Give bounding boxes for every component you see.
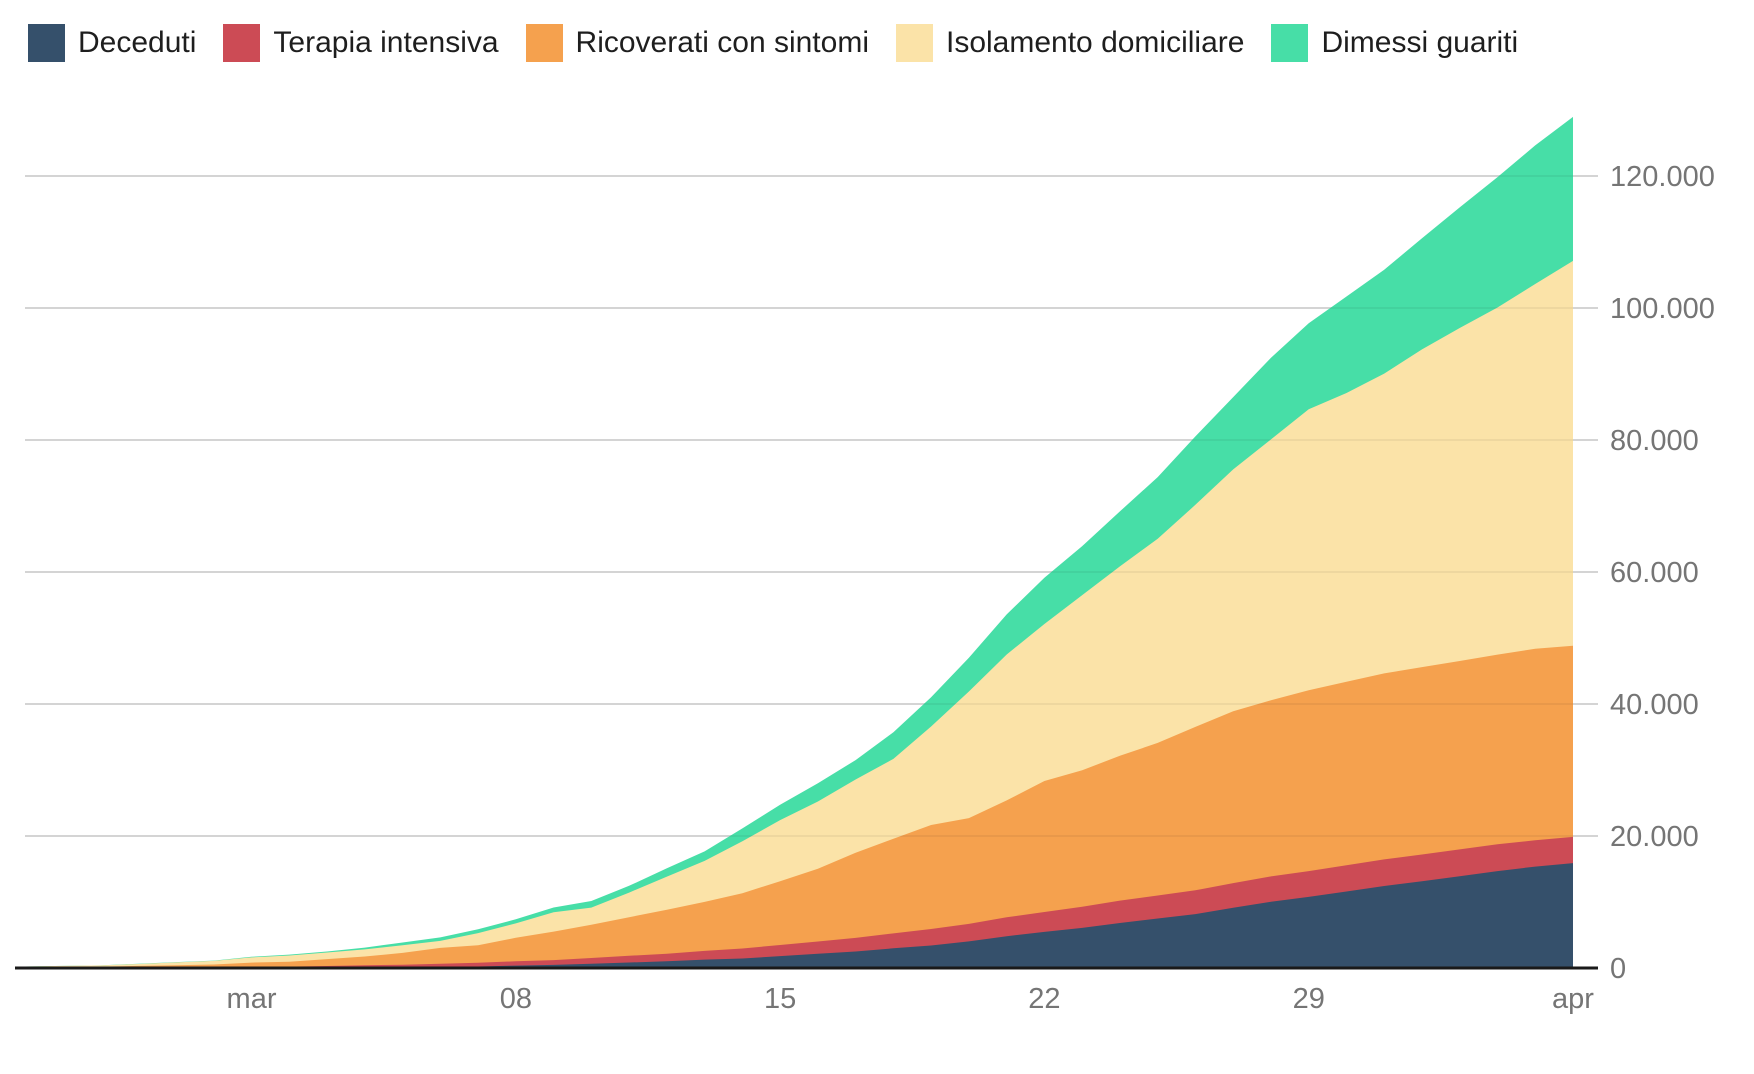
legend-label-isolamento-domiciliare: Isolamento domiciliare bbox=[945, 26, 1245, 59]
legend-swatch-dimessi-guariti bbox=[1271, 24, 1309, 62]
x-tick-label: 22 bbox=[1028, 983, 1060, 1015]
legend-swatch-isolamento-domiciliare bbox=[895, 24, 933, 62]
legend-item-dimessi-guariti: Dimessi guariti bbox=[1271, 24, 1518, 62]
legend-swatch-ricoverati-con-sintomi bbox=[525, 24, 563, 62]
legend-swatch-deceduti bbox=[28, 24, 65, 62]
y-tick-label: 120.000 bbox=[1610, 161, 1715, 193]
legend-item-deceduti: Deceduti bbox=[28, 24, 196, 62]
y-tick-label: 0 bbox=[1610, 953, 1626, 985]
x-tick-label: apr bbox=[1552, 983, 1594, 1015]
x-tick-label: 29 bbox=[1293, 983, 1325, 1015]
y-tick-label: 40.000 bbox=[1610, 689, 1699, 721]
legend-label-dimessi-guariti: Dimessi guariti bbox=[1321, 26, 1519, 59]
area-ricoverati-con-sintomi bbox=[25, 645, 1573, 968]
legend-label-terapia-intensiva: Terapia intensiva bbox=[273, 26, 499, 59]
y-tick-label: 60.000 bbox=[1610, 557, 1699, 589]
legend-item-ricoverati-con-sintomi: Ricoverati con sintomi bbox=[525, 24, 869, 62]
legend-item-terapia-intensiva: Terapia intensiva bbox=[223, 24, 499, 62]
legend-swatch-terapia-intensiva bbox=[223, 24, 261, 62]
legend-label-deceduti: Deceduti bbox=[78, 26, 197, 59]
y-tick-label: 20.000 bbox=[1610, 821, 1699, 853]
y-tick-label: 80.000 bbox=[1610, 425, 1699, 457]
y-tick-label: 100.000 bbox=[1610, 293, 1715, 325]
x-tick-label: 08 bbox=[500, 983, 532, 1015]
x-tick-label: mar bbox=[227, 983, 277, 1015]
legend-item-isolamento-domiciliare: Isolamento domiciliare bbox=[895, 24, 1245, 62]
legend: Deceduti Terapia intensiva Ricoverati co… bbox=[28, 24, 1518, 62]
area-deceduti bbox=[25, 863, 1573, 968]
x-tick-label: 15 bbox=[764, 983, 796, 1015]
legend-label-ricoverati-con-sintomi: Ricoverati con sintomi bbox=[575, 26, 869, 59]
